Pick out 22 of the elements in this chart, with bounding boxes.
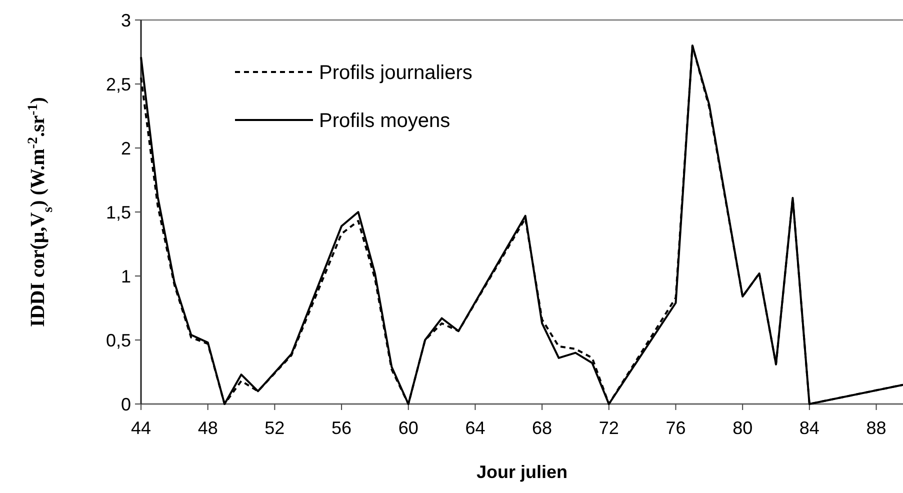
x-tick-label: 60	[398, 418, 418, 438]
legend-label: Profils moyens	[319, 110, 450, 132]
x-tick-label: 56	[332, 418, 352, 438]
y-tick-label: 2	[120, 138, 131, 158]
x-axis-title: Jour julien	[476, 462, 568, 482]
y-tick-label: 0	[120, 394, 131, 414]
x-tick-label: 64	[465, 418, 486, 438]
x-tick-label: 88	[866, 418, 886, 438]
x-tick-label: 72	[598, 418, 619, 438]
x-tick-label: 68	[532, 418, 552, 438]
y-tick-label: 1	[120, 266, 131, 286]
y-tick-label: 1,5	[106, 202, 131, 222]
legend-label: Profils journaliers	[319, 62, 472, 84]
y-tick-label: 3	[120, 10, 131, 30]
x-tick-label: 76	[666, 418, 686, 438]
x-tick-label: 80	[732, 418, 753, 438]
y-tick-label: 2,5	[106, 74, 131, 94]
y-tick-label: 0,5	[106, 330, 131, 350]
x-tick-label: 52	[264, 418, 285, 438]
x-tick-label: 48	[198, 418, 218, 438]
x-tick-label: 44	[130, 418, 152, 438]
x-tick-label: 84	[799, 418, 820, 438]
